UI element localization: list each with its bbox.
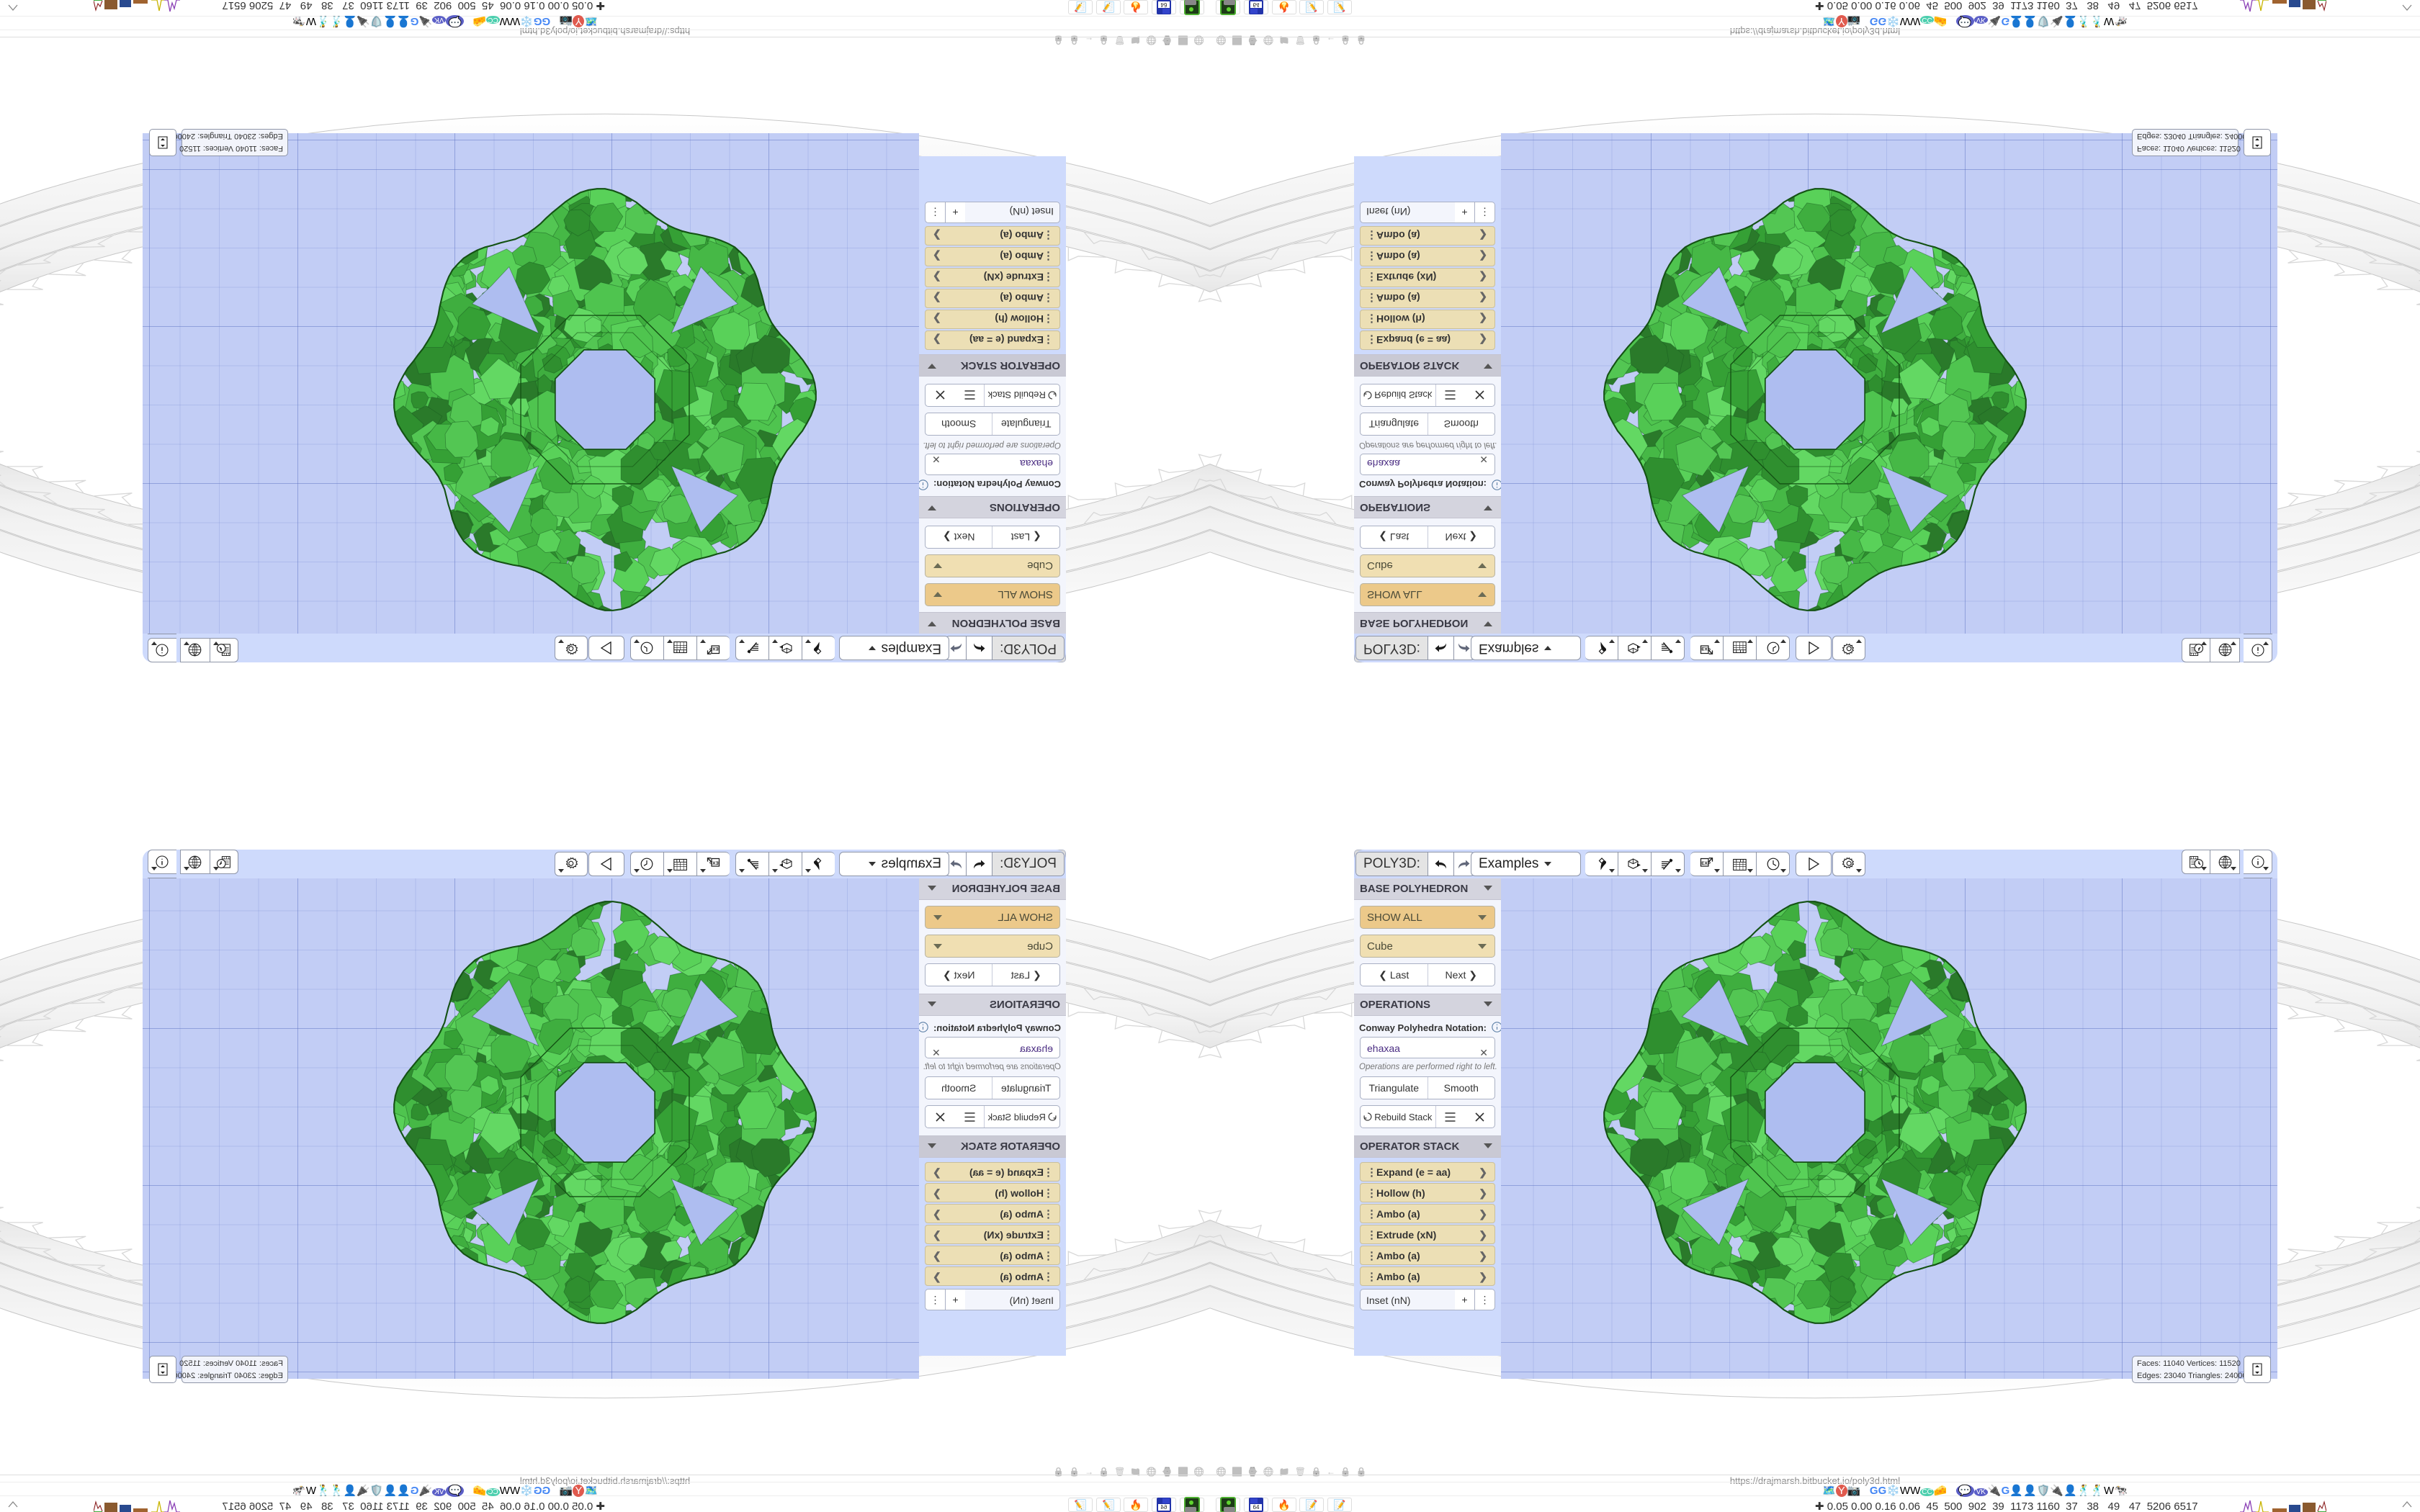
- svg-text:EXP: EXP: [1701, 647, 1711, 652]
- svg-text:EXP: EXP: [709, 647, 719, 652]
- svg-text:EXP: EXP: [709, 860, 719, 865]
- svg-text:EXP: EXP: [1701, 860, 1711, 865]
